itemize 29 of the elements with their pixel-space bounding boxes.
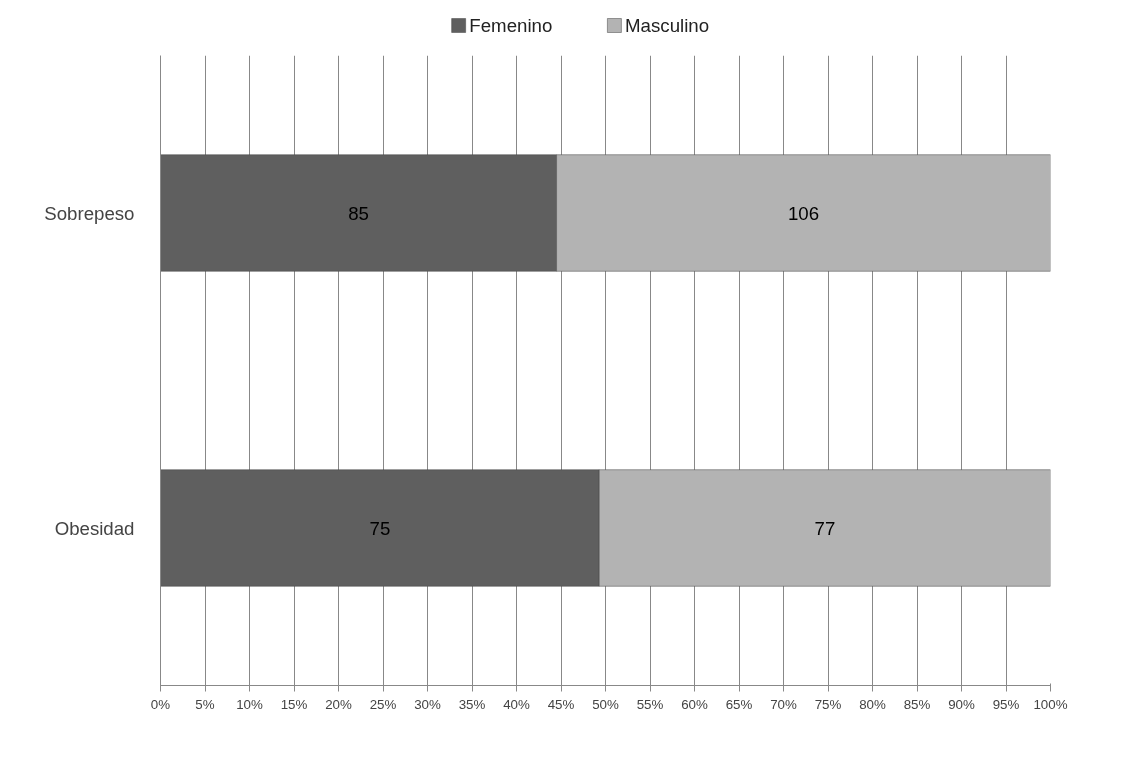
x-tick-label: 80% [859, 696, 886, 712]
annotation: 75 [369, 517, 391, 539]
x-tick-label: 40% [503, 696, 530, 712]
x-tick-label: 65% [725, 696, 753, 712]
x-tick-label: 85% [903, 696, 931, 712]
annotation: 77 [814, 517, 836, 539]
x-tick-label: 60% [681, 696, 708, 712]
x-tick-label: 45% [547, 696, 575, 712]
x-tick-label: 0% [150, 696, 171, 712]
x-tick-label: 20% [325, 696, 352, 712]
annotation: 106 [787, 202, 820, 224]
x-tick-label: 35% [458, 696, 486, 712]
x-tick-label: 30% [414, 696, 441, 712]
x-tick-label: 5% [195, 696, 215, 712]
x-tick-label: 75% [814, 696, 842, 712]
y-tick-label: Obesidad [54, 517, 135, 539]
x-tick-label: 90% [948, 696, 975, 712]
annotation: 85 [348, 202, 369, 224]
legend-label: Masculino [625, 15, 710, 36]
x-tick-label: 95% [992, 696, 1020, 712]
x-tick-label: 15% [280, 696, 308, 712]
legend-label: Femenino [469, 15, 553, 36]
x-tick-label: 10% [236, 696, 263, 712]
x-tick-label: 100% [1033, 696, 1068, 712]
x-tick-label: 50% [592, 696, 619, 712]
x-tick-label: 25% [369, 696, 397, 712]
y-tick-label: Sobrepeso [44, 202, 135, 224]
x-tick-label: 70% [770, 696, 797, 712]
x-tick-label: 55% [636, 696, 664, 712]
